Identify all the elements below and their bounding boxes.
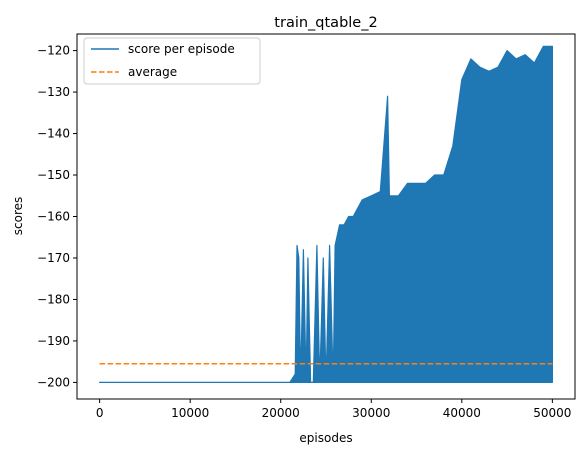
x-tick-label: 30000 [352,406,390,420]
chart-title: train_qtable_2 [274,15,377,31]
y-axis-label: scores [11,197,25,236]
x-tick-label: 50000 [533,406,571,420]
axis-ticks: 0 10000 20000 30000 40000 50000 −200 −190 −180 −1… [37,44,571,420]
plot-area [99,45,553,383]
x-tick-label: 10000 [171,406,209,420]
y-tick-label: −180 [37,292,70,306]
x-axis-label: episodes [299,431,352,445]
x-tick-label: 40000 [443,406,481,420]
plot-frame [76,33,576,400]
y-tick-label: −130 [37,85,70,99]
x-tick-label: 0 [96,406,104,420]
y-tick-label: −170 [37,251,70,265]
y-tick-label: −200 [37,375,70,389]
legend-box [83,37,261,85]
y-tick-label: −120 [37,44,70,58]
legend-label-average: average [128,65,177,79]
x-tick-label: 20000 [262,406,300,420]
legend-label-score: score per episode [128,42,235,56]
y-tick-label: −190 [37,334,70,348]
y-tick-label: −160 [37,210,70,224]
y-tick-label: −150 [37,168,70,182]
legend: score per episode average [83,37,261,85]
series-line-score [99,45,553,383]
y-tick-label: −140 [37,127,70,141]
